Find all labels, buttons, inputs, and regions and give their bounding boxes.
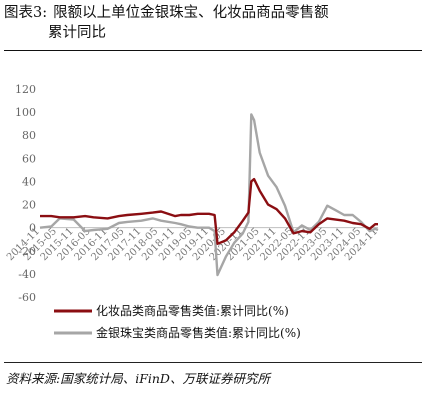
cosmetics-series-line [40, 177, 378, 245]
figure-label: 图表3: [4, 5, 48, 21]
y-axis-ticks: -60 -40 -20 0 20 40 60 80 100 120 [15, 83, 36, 304]
legend: 化妆品类商品零售类值:累计同比(%) 金银珠宝类商品零售类值:累计同比(%) [54, 303, 301, 340]
y-tick-label: 40 [22, 175, 36, 188]
series-lines [39, 113, 379, 277]
y-tick-label: -20 [18, 245, 36, 258]
figure-title-continuation: 累计同比 [48, 25, 106, 41]
y-tick-label: 120 [15, 83, 36, 96]
title-block: 图表3: 限额以上单位金银珠宝、化妆品商品零售额 累计同比 [4, 2, 422, 43]
y-tick-label: -60 [18, 291, 36, 304]
x-axis-ticks: 2014-112015-052015-112016-052016-112017-… [5, 226, 380, 263]
y-tick-label: 100 [15, 106, 36, 119]
title-line-1: 图表3: 限额以上单位金银珠宝、化妆品商品零售额 [4, 2, 422, 23]
figure-title: 限额以上单位金银珠宝、化妆品商品零售额 [53, 5, 329, 21]
y-tick-label: 60 [22, 152, 36, 165]
jewelry-series-line [39, 113, 379, 277]
title-rule [4, 50, 422, 51]
line-chart: -60 -40 -20 0 20 40 60 80 100 120 2014-112015-052… [5, 83, 380, 340]
y-tick-label: 20 [22, 199, 36, 212]
y-tick-label: 0 [29, 222, 36, 235]
legend-jewelry-label: 金银珠宝类商品零售类值:累计同比(%) [96, 325, 301, 340]
legend-cosmetics-label: 化妆品类商品零售类值:累计同比(%) [96, 303, 289, 318]
source-note: 资料来源:国家统计局、iFinD、万联证券研究所 [6, 371, 270, 386]
y-tick-label: 80 [22, 129, 36, 142]
source-rule [4, 362, 422, 363]
y-tick-label: -40 [18, 268, 36, 281]
